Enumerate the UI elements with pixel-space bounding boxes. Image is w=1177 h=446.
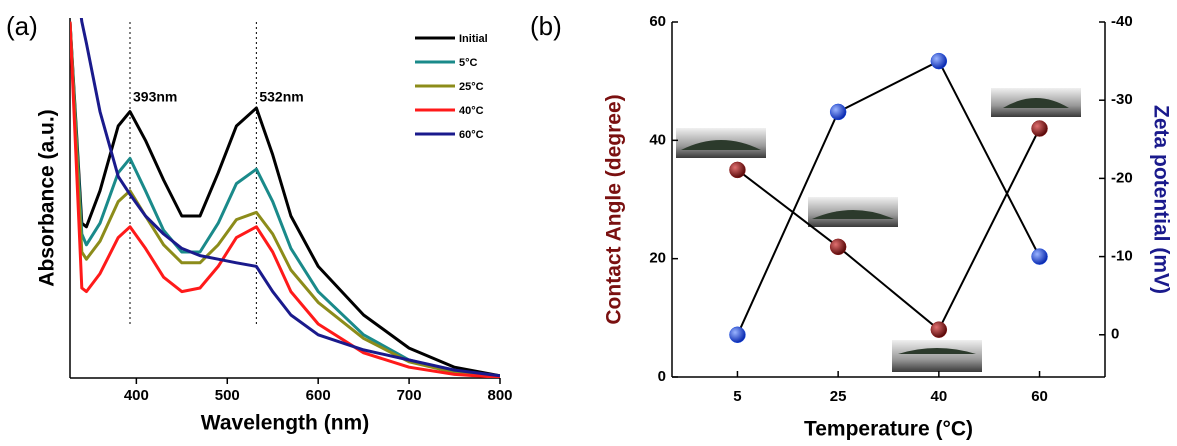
annotation-label: 393nm	[133, 89, 177, 105]
y2-tick-label: -30	[1111, 91, 1133, 108]
legend-label: 40°C	[459, 105, 484, 117]
spectrum-line	[70, 21, 500, 378]
spectrum-line	[79, 18, 500, 378]
x-tick-label: 5	[733, 388, 741, 405]
marker	[829, 238, 847, 256]
y-axis-title: Absorbance (a.u.)	[36, 109, 59, 286]
marker	[729, 326, 746, 344]
legend-label: Initial	[459, 33, 488, 45]
legend-label: 60°C	[459, 129, 484, 141]
y-tick-label: 60	[649, 13, 666, 30]
marker	[829, 103, 847, 121]
y2-tick-label: -10	[1111, 248, 1133, 265]
panel-label: (a)	[6, 11, 38, 41]
spectrum-line	[70, 21, 500, 378]
legend-label: 5°C	[459, 57, 478, 69]
marker	[1031, 120, 1048, 137]
x-tick-label: 700	[397, 387, 422, 404]
y-tick-label: 20	[649, 250, 666, 267]
y2-axis-title: Zeta potential (mV)	[1149, 105, 1172, 294]
x-axis-title: Temperature (°C)	[804, 418, 973, 441]
y2-tick-label: -20	[1111, 169, 1133, 186]
x-tick-label: 800	[487, 387, 512, 404]
x-tick-label: 60	[1031, 388, 1048, 405]
marker	[1031, 248, 1048, 265]
y2-tick-label: -40	[1111, 13, 1133, 30]
x-tick-label: 600	[306, 387, 331, 404]
y-tick-label: 40	[649, 131, 666, 148]
series-line	[736, 128, 1041, 332]
y2-tick-label: 0	[1111, 326, 1119, 343]
annotation-label: 532nm	[259, 89, 303, 105]
y-axis-title: Contact Angle (degree)	[603, 94, 626, 324]
x-tick-label: 500	[215, 387, 240, 404]
x-tick-label: 25	[830, 388, 847, 405]
plot-lines	[70, 18, 500, 378]
x-axis-title: Wavelength (nm)	[201, 412, 369, 435]
y-tick-label: 0	[658, 368, 666, 385]
legend-label: 25°C	[459, 81, 484, 93]
x-tick-label: 400	[124, 387, 149, 404]
series-line	[736, 59, 1041, 336]
marker	[729, 161, 746, 179]
marker	[930, 52, 948, 70]
marker	[930, 321, 948, 338]
panel-label: (b)	[530, 11, 562, 41]
x-tick-label: 40	[931, 388, 948, 405]
spectrum-line	[70, 21, 500, 378]
droplet-insets	[676, 88, 1081, 372]
